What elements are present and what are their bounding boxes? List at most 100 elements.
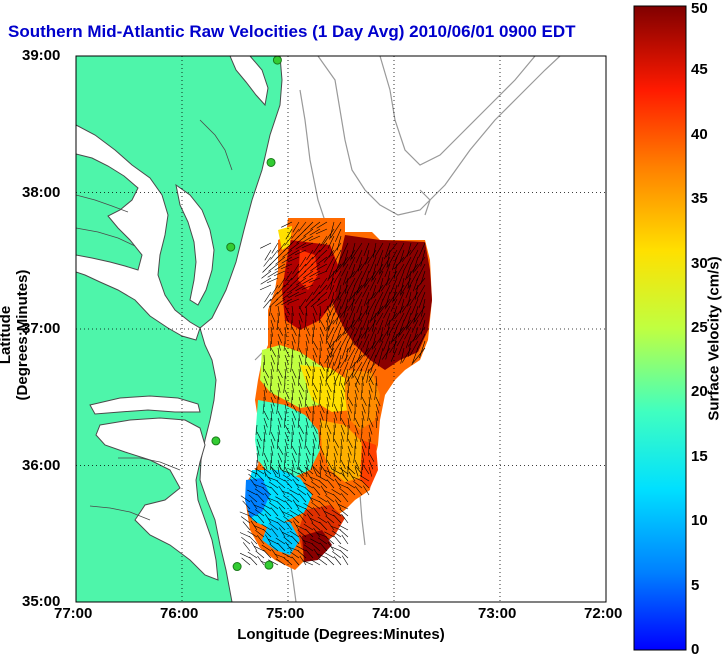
velocity-vector: [351, 361, 356, 379]
velocity-vector: [409, 242, 419, 256]
velocity-vector: [240, 516, 251, 524]
velocity-vector: [270, 507, 279, 517]
y-tick-label: 37:00: [22, 320, 61, 337]
velocity-vector: [256, 438, 261, 449]
velocity-vector: [333, 424, 335, 436]
velocity-vector: [284, 424, 291, 434]
velocity-vector: [326, 396, 330, 407]
velocity-vector: [312, 305, 318, 316]
velocity-vector: [316, 298, 328, 306]
velocity-vector: [299, 256, 307, 268]
velocity-vector: [289, 277, 300, 287]
velocity-vector: [268, 481, 279, 489]
velocity-vector: [276, 361, 279, 372]
velocity-vector: [353, 452, 356, 463]
colorbar-tick-label: 0: [691, 641, 700, 658]
velocity-vector: [318, 396, 321, 407]
velocity-vector: [333, 298, 342, 316]
velocity-vector: [396, 312, 405, 329]
velocity-vector: [264, 291, 272, 303]
velocity-vector: [414, 305, 426, 323]
velocity-vector: [400, 277, 405, 296]
velocity-vector: [377, 319, 384, 335]
velocity-vector: [369, 326, 377, 341]
velocity-vector: [341, 312, 349, 327]
velocity-vector: [270, 354, 275, 365]
velocity-vector: [262, 508, 272, 517]
velocity-vector: [312, 424, 318, 435]
velocity-vector: [403, 305, 412, 322]
velocity-vector: [347, 347, 356, 362]
velocity-vector: [270, 486, 279, 496]
velocity-vector: [284, 396, 289, 407]
velocity-vector: [305, 354, 307, 366]
velocity-vector: [354, 389, 358, 400]
velocity-vector: [309, 497, 321, 503]
velocity-vector: [290, 473, 300, 482]
velocity-vector: [262, 403, 265, 414]
velocity-vector: [374, 242, 384, 258]
velocity-vector: [327, 284, 335, 299]
velocity-vector: [239, 511, 251, 517]
velocity-vector: [263, 382, 267, 393]
velocity-vector: [311, 501, 321, 510]
velocity-vector: [295, 284, 307, 292]
velocity-vector: [370, 305, 384, 321]
velocity-vector: [263, 375, 268, 386]
velocity-vector: [343, 249, 356, 266]
velocity-vector: [255, 466, 258, 477]
velocity-vector: [277, 417, 282, 428]
velocity-vector: [390, 347, 398, 362]
velocity-vector: [290, 361, 293, 372]
velocity-vector: [310, 538, 321, 545]
velocity-vector: [277, 445, 284, 455]
velocity-vector: [270, 465, 279, 475]
velocity-vector: [375, 396, 381, 407]
velocity-vector: [376, 249, 384, 267]
velocity-vector: [268, 298, 279, 308]
velocity-vector: [367, 410, 370, 421]
velocity-vector: [298, 347, 304, 358]
velocity-vector: [280, 263, 293, 270]
velocity-vector: [312, 347, 318, 358]
velocity-vector: [320, 235, 328, 247]
velocity-vector: [305, 375, 310, 386]
velocity-vector: [333, 452, 337, 463]
velocity-vector: [277, 424, 281, 435]
velocity-vector: [257, 555, 265, 566]
velocity-vector: [298, 263, 307, 274]
velocity-vector: [347, 389, 349, 401]
velocity-vector: [254, 467, 265, 475]
velocity-vector: [291, 556, 300, 566]
velocity-vector: [241, 536, 251, 545]
velocity-vector: [360, 354, 370, 372]
velocity-vector: [364, 340, 370, 357]
velocity-vector: [333, 459, 336, 470]
velocity-vector: [250, 499, 258, 510]
velocity-vector: [334, 478, 342, 489]
velocity-vector: [319, 521, 328, 531]
velocity-vector: [365, 340, 377, 356]
velocity-vector: [325, 515, 335, 524]
velocity-vector: [316, 263, 328, 271]
velocity-vector: [368, 445, 370, 457]
velocity-vector: [263, 256, 272, 267]
velocity-vector: [417, 333, 426, 350]
velocity-vector: [269, 305, 272, 316]
velocity-vector: [348, 305, 356, 320]
velocity-vector: [312, 431, 317, 442]
velocity-vector: [379, 256, 391, 274]
velocity-vector: [354, 417, 360, 428]
y-tick-label: 39:00: [22, 47, 61, 64]
velocity-vector: [310, 481, 321, 489]
velocity-vector: [275, 558, 286, 566]
velocity-vector: [338, 284, 349, 300]
velocity-vector: [406, 263, 419, 279]
velocity-vector: [248, 535, 258, 545]
velocity-vector: [312, 284, 321, 295]
velocity-vector: [291, 326, 297, 337]
velocity-vector: [346, 326, 356, 344]
velocity-vector: [347, 396, 354, 406]
velocity-vector: [389, 340, 398, 354]
velocity-vector: [312, 466, 318, 477]
